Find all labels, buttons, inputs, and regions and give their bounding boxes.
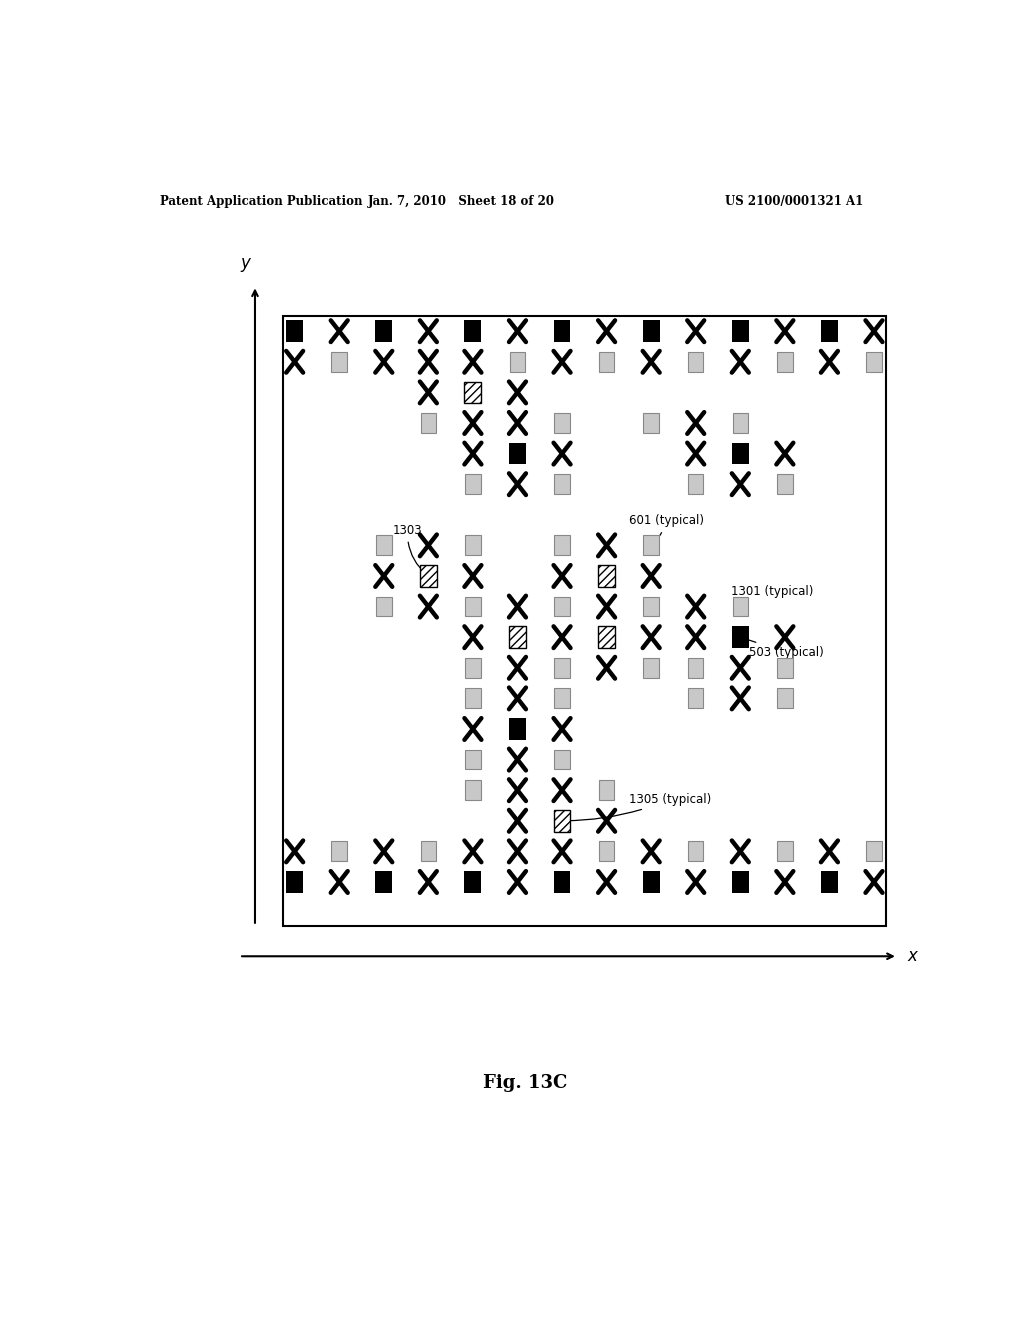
Text: 1303: 1303 xyxy=(392,524,426,574)
Bar xyxy=(554,321,570,342)
Bar xyxy=(465,780,480,800)
Bar xyxy=(554,750,569,770)
Bar xyxy=(598,627,615,648)
Bar xyxy=(332,841,347,861)
Bar xyxy=(732,871,749,892)
Bar xyxy=(376,321,392,342)
Text: 1301 (typical): 1301 (typical) xyxy=(731,585,814,605)
Bar xyxy=(821,871,838,892)
Text: Fig. 13C: Fig. 13C xyxy=(482,1074,567,1093)
Bar xyxy=(509,627,526,648)
Text: Patent Application Publication: Patent Application Publication xyxy=(160,194,362,207)
Bar xyxy=(421,841,436,861)
Text: 503 (typical): 503 (typical) xyxy=(743,638,824,659)
Bar xyxy=(643,871,659,892)
Bar xyxy=(509,442,526,465)
Bar xyxy=(465,536,480,556)
Bar xyxy=(598,565,615,587)
Bar xyxy=(777,352,793,372)
Bar xyxy=(376,597,391,616)
Bar xyxy=(866,841,882,861)
Bar xyxy=(732,413,748,433)
Text: Jan. 7, 2010   Sheet 18 of 20: Jan. 7, 2010 Sheet 18 of 20 xyxy=(368,194,555,207)
Bar xyxy=(688,689,703,709)
Bar xyxy=(554,810,570,832)
Bar xyxy=(465,689,480,709)
Bar xyxy=(777,474,793,494)
Bar xyxy=(376,536,391,556)
Bar xyxy=(643,657,658,677)
Bar xyxy=(643,536,658,556)
Bar xyxy=(554,597,569,616)
Bar xyxy=(732,597,748,616)
FancyBboxPatch shape xyxy=(283,315,886,925)
Bar xyxy=(465,381,481,403)
Bar xyxy=(509,718,526,739)
Bar xyxy=(643,321,659,342)
Bar xyxy=(732,442,749,465)
Bar xyxy=(821,321,838,342)
Text: 1305 (typical): 1305 (typical) xyxy=(565,793,711,821)
Text: US 2100/0001321 A1: US 2100/0001321 A1 xyxy=(725,194,864,207)
Bar xyxy=(465,321,481,342)
Bar xyxy=(554,413,569,433)
Bar xyxy=(554,871,570,892)
Bar xyxy=(465,657,480,677)
Bar xyxy=(643,413,658,433)
Bar xyxy=(465,750,480,770)
Bar xyxy=(554,474,569,494)
Bar xyxy=(688,352,703,372)
Bar xyxy=(777,689,793,709)
Text: y: y xyxy=(241,255,251,272)
Bar xyxy=(286,871,303,892)
Bar xyxy=(688,657,703,677)
Bar xyxy=(866,352,882,372)
Bar xyxy=(421,413,436,433)
Bar xyxy=(688,474,703,494)
Bar xyxy=(465,597,480,616)
Bar xyxy=(332,352,347,372)
Bar xyxy=(465,871,481,892)
Bar xyxy=(286,321,303,342)
Bar xyxy=(510,352,525,372)
Bar xyxy=(465,474,480,494)
Bar xyxy=(643,597,658,616)
Bar xyxy=(554,689,569,709)
Bar xyxy=(420,565,437,587)
Text: x: x xyxy=(907,948,918,965)
Bar xyxy=(376,871,392,892)
Text: 601 (typical): 601 (typical) xyxy=(629,515,703,544)
Bar xyxy=(688,841,703,861)
Bar xyxy=(599,780,614,800)
Bar xyxy=(732,627,749,648)
Bar xyxy=(777,657,793,677)
Bar xyxy=(599,841,614,861)
Bar xyxy=(599,352,614,372)
Bar xyxy=(554,536,569,556)
Bar xyxy=(732,321,749,342)
Bar xyxy=(777,841,793,861)
Bar xyxy=(554,657,569,677)
